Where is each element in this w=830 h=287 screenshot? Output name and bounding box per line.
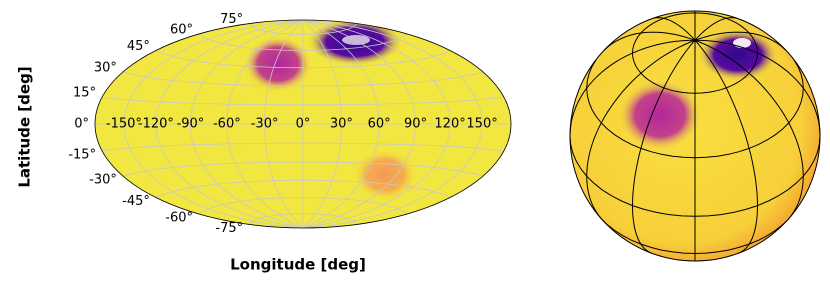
y-tick-label: -60°: [165, 211, 193, 226]
globe-meridian: [694, 39, 821, 137]
globe-border: [569, 10, 821, 262]
grid-line: [155, 179, 451, 198]
y-tick-label: -15°: [68, 147, 96, 162]
grid-line: [102, 96, 504, 106]
y-tick-label: 15°: [73, 86, 96, 101]
grid-line: [155, 50, 451, 69]
globe-grid: [569, 11, 821, 261]
x-tick-label: 0°: [296, 117, 311, 132]
y-tick-label: 0°: [74, 117, 89, 132]
map-border: [94, 19, 512, 229]
globe-meridian: [694, 31, 787, 51]
globe-parallel: [569, 135, 821, 217]
globe-meridian: [694, 17, 737, 41]
globe-meridian: [603, 31, 696, 51]
globe-parallel: [586, 59, 804, 159]
x-tick-label: 90°: [404, 117, 427, 132]
globe-meridian: [631, 39, 696, 254]
globe-parallel: [631, 12, 759, 94]
x-tick-label: 30°: [330, 117, 353, 132]
globe-parallel: [600, 218, 790, 255]
grid-line: [248, 213, 358, 225]
x-axis-label: Longitude [deg]: [230, 256, 366, 274]
x-tick-label: 60°: [368, 117, 391, 132]
globe-meridian: [569, 39, 696, 137]
map-grid: [95, 19, 511, 229]
y-tick-label: -30°: [89, 173, 117, 188]
grid-line: [122, 71, 484, 87]
y-tick-label: 75°: [220, 12, 243, 27]
labels: -150°-120° -90° -60° -30° 0° 30° 60° 90° 120° 150…: [68, 12, 497, 236]
x-tick-label: 120°: [434, 117, 465, 132]
x-tick-label: -90°: [177, 117, 205, 132]
x-tick-label: 150°: [466, 117, 497, 132]
grid-line: [248, 23, 358, 35]
y-tick-label: 30°: [94, 61, 117, 76]
x-tick-label: -30°: [251, 117, 279, 132]
y-tick-label: 45°: [127, 39, 150, 54]
grid-line: [102, 142, 504, 152]
y-tick-label: -75°: [215, 221, 243, 236]
y-axis-label: Latitude [deg]: [16, 66, 34, 187]
x-tick-label: -150°: [106, 117, 142, 132]
y-tick-label: -45°: [122, 194, 150, 209]
grid-line: [198, 33, 408, 51]
grid-line: [122, 161, 484, 177]
y-tick-label: 60°: [170, 22, 193, 37]
globe-meridian: [653, 17, 696, 41]
x-tick-label: -120°: [138, 117, 174, 132]
globe-meridian: [694, 39, 759, 254]
grid-line: [198, 197, 408, 215]
x-tick-label: -60°: [213, 117, 241, 132]
